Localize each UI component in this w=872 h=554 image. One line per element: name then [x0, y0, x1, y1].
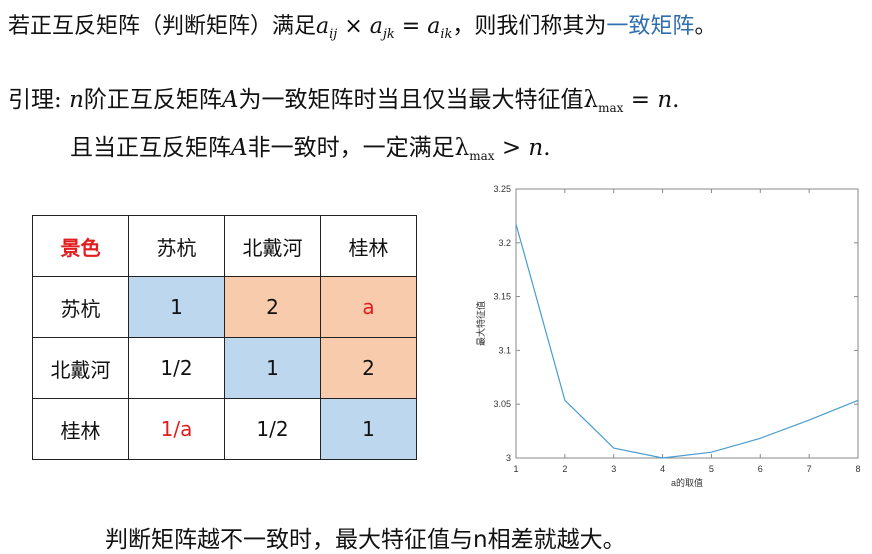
x-tick-label: 3	[611, 464, 616, 474]
judgment-matrix-table: 景色 苏杭 北戴河 桂林 苏杭 1 2 a 北戴河 1/2 1 2 桂林 1/a…	[32, 215, 417, 460]
table-cell: 1	[128, 276, 225, 338]
table-row-header: 苏杭	[32, 276, 129, 338]
formula-a-jk: ajk	[369, 14, 395, 42]
y-tick-label: 3.1	[498, 345, 511, 355]
formula-times: ×	[337, 14, 370, 39]
x-tick-label: 5	[709, 464, 714, 474]
math-n: n	[69, 87, 84, 113]
table-cell: 2	[320, 337, 417, 399]
table-row-header: 桂林	[32, 398, 129, 460]
math-A: A	[231, 135, 248, 161]
math-A: A	[221, 87, 239, 113]
definition-term: 一致矩阵	[606, 14, 695, 39]
math-max-sub: max	[469, 149, 495, 163]
x-tick-label: 6	[758, 464, 763, 474]
math-lambda: λ	[454, 135, 470, 161]
x-tick-label: 4	[660, 464, 665, 474]
formula-var: a	[316, 14, 330, 39]
table-row: 桂林 1/a 1/2 1	[32, 398, 417, 460]
table-header-row: 景色 苏杭 北戴河 桂林	[32, 215, 417, 277]
formula-sub: ij	[329, 27, 338, 42]
table-column-header: 苏杭	[128, 215, 225, 277]
y-tick-label: 3.25	[493, 184, 511, 194]
table-cell-variable: a	[320, 276, 417, 338]
table-corner-header: 景色	[32, 215, 129, 277]
table-column-header: 桂林	[320, 215, 417, 277]
series-line	[515, 223, 859, 459]
y-axis-label: 最大特征值	[475, 301, 486, 346]
table-cell: 1/2	[128, 337, 225, 399]
lemma-line-1: 引理: n阶正互反矩阵A为一致矩阵时当且仅当最大特征值λmax = n.	[8, 80, 679, 115]
x-tick-label: 7	[807, 464, 812, 474]
math-n: n	[528, 135, 544, 161]
definition-prefix: 若正互反矩阵（判断矩阵）满足	[8, 14, 317, 39]
lemma-line-2: 且当正互反矩阵A非一致时，一定满足λmax > n.	[70, 128, 551, 163]
definition-middle: ，则我们称其为	[452, 14, 607, 39]
lemma-text: 阶正互反矩阵	[83, 87, 222, 113]
table-cell-variable: 1/a	[128, 398, 225, 460]
table-cell: 2	[224, 276, 321, 338]
lemma-text: 且当正互反矩阵	[70, 135, 231, 161]
formula-var: a	[427, 14, 441, 39]
table-row-header: 北戴河	[32, 337, 129, 399]
table-cell: 1	[224, 337, 321, 399]
formula-a-ik: aik	[427, 14, 453, 42]
formula-sub: jk	[382, 27, 395, 42]
y-tick-label: 3	[506, 453, 511, 463]
y-tick-label: 3.05	[493, 399, 511, 409]
math-period: .	[672, 87, 680, 113]
conclusion-text: 判断矩阵越不一致时，最大特征值与n相差就越大。	[105, 527, 626, 553]
x-axis-label: a的取值	[671, 477, 703, 488]
plot-frame	[515, 188, 859, 459]
table-row: 北戴河 1/2 1 2	[32, 337, 417, 399]
lemma-prefix: 引理:	[8, 87, 70, 113]
math-lambda: λ	[583, 87, 599, 113]
table-row: 苏杭 1 2 a	[32, 276, 417, 338]
y-tick-label: 3.15	[493, 292, 511, 302]
math-period: .	[543, 135, 551, 161]
x-tick-label: 8	[855, 464, 860, 474]
eigenvalue-line-chart: 1 2 3 4 5 6 7 8 3 3.05 3.1 3.15 3.2 3.25 a的取值 最大特征值	[475, 184, 861, 488]
definition-line: 若正互反矩阵（判断矩阵）满足aij × ajk = aik，则我们称其为一致矩阵…	[8, 8, 716, 42]
math-greater-than: >	[494, 135, 529, 161]
table-cell: 1	[320, 398, 417, 460]
lemma-text: 非一致时，一定满足	[247, 135, 455, 161]
table-cell: 1/2	[224, 398, 321, 460]
formula-equals: =	[394, 14, 428, 39]
math-n: n	[657, 87, 673, 113]
x-tick-label: 1	[513, 464, 518, 474]
lemma-text: 为一致矩阵时当且仅当最大特征值	[238, 87, 584, 113]
math-max-sub: max	[598, 101, 624, 115]
table-column-header: 北戴河	[224, 215, 321, 277]
formula-sub: ik	[440, 27, 453, 42]
definition-end: 。	[694, 14, 717, 39]
math-equals: =	[623, 87, 658, 113]
x-tick-label: 2	[562, 464, 567, 474]
formula-a-ij: aij	[316, 14, 338, 42]
y-tick-label: 3.2	[498, 238, 511, 248]
formula-var: a	[369, 14, 383, 39]
